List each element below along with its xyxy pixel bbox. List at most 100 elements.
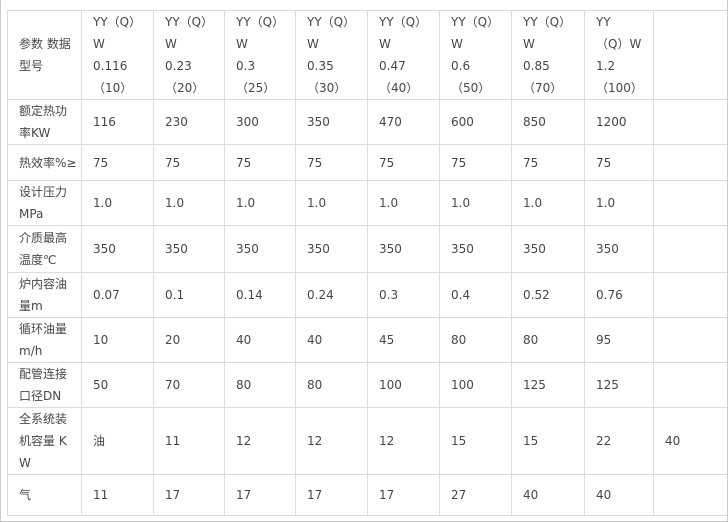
header-row: 参数 数据 型号 YY（Q） W 0.116 （10） YY（Q） W 0.23 （… — [7, 10, 727, 100]
value-cell: 75 — [439, 144, 512, 181]
value-cell: 15 — [439, 407, 512, 475]
value-cell: 40 — [224, 317, 296, 363]
value-cell: 40 — [511, 474, 585, 516]
value-cell: 350 — [584, 225, 654, 273]
value-cell — [653, 144, 727, 181]
row-label: 热效率%≥ — [7, 144, 82, 181]
value-cell: 75 — [584, 144, 654, 181]
model-column-header: YY（Q） W 0.3 （25） — [224, 10, 296, 100]
value-cell: 80 — [511, 317, 585, 363]
row-label: 循环油量 m/h — [7, 317, 82, 363]
value-cell: 1.0 — [367, 180, 440, 226]
value-cell: 100 — [367, 362, 440, 408]
value-cell: 470 — [367, 99, 440, 145]
empty-column-header — [653, 10, 727, 100]
table-row: 炉内容油 量m 0.07 0.1 0.14 0.24 0.3 0.4 0.52 0.76 — [7, 272, 727, 318]
value-cell: 70 — [153, 362, 225, 408]
value-cell: 850 — [511, 99, 585, 145]
row-label: 介质最高 温度℃ — [7, 225, 82, 273]
value-cell: 125 — [584, 362, 654, 408]
value-cell: 40 — [584, 474, 654, 516]
value-cell: 125 — [511, 362, 585, 408]
row-label: 气 — [7, 474, 82, 516]
value-cell: 17 — [295, 474, 368, 516]
value-cell: 1200 — [584, 99, 654, 145]
value-cell: 80 — [224, 362, 296, 408]
value-cell: 350 — [295, 225, 368, 273]
value-cell: 0.24 — [295, 272, 368, 318]
value-cell — [653, 474, 727, 516]
value-cell: 11 — [81, 474, 154, 516]
value-cell: 45 — [367, 317, 440, 363]
value-cell: 50 — [81, 362, 154, 408]
value-cell: 0.3 — [367, 272, 440, 318]
value-cell: 40 — [295, 317, 368, 363]
value-cell: 0.4 — [439, 272, 512, 318]
value-cell: 1.0 — [439, 180, 512, 226]
value-cell: 10 — [81, 317, 154, 363]
value-cell — [653, 99, 727, 145]
spec-table: 参数 数据 型号 YY（Q） W 0.116 （10） YY（Q） W 0.23 （… — [7, 10, 727, 516]
value-cell: 350 — [295, 99, 368, 145]
value-cell — [653, 362, 727, 408]
value-cell: 1.0 — [584, 180, 654, 226]
value-cell: 600 — [439, 99, 512, 145]
value-cell — [653, 180, 727, 226]
table-body: 额定热功 率KW 116 230 300 350 470 600 850 1200 热效率%≥ 75… — [7, 99, 727, 516]
value-cell: 100 — [439, 362, 512, 408]
value-cell: 1.0 — [81, 180, 154, 226]
value-cell: 350 — [367, 225, 440, 273]
value-cell: 75 — [367, 144, 440, 181]
value-cell: 95 — [584, 317, 654, 363]
table-row: 气 11 17 17 17 17 27 40 40 — [7, 474, 727, 516]
value-cell: 0.14 — [224, 272, 296, 318]
value-cell: 17 — [367, 474, 440, 516]
value-cell: 230 — [153, 99, 225, 145]
row-label: 配管连接 口径DN — [7, 362, 82, 408]
table-header: 参数 数据 型号 YY（Q） W 0.116 （10） YY（Q） W 0.23 （… — [7, 10, 727, 100]
value-cell: 75 — [224, 144, 296, 181]
table-row: 额定热功 率KW 116 230 300 350 470 600 850 1200 — [7, 99, 727, 145]
value-cell: 75 — [153, 144, 225, 181]
value-cell: 22 — [584, 407, 654, 475]
value-cell — [653, 225, 727, 273]
value-cell — [653, 272, 727, 318]
value-cell: 0.07 — [81, 272, 154, 318]
value-cell: 350 — [153, 225, 225, 273]
value-cell: 1.0 — [224, 180, 296, 226]
value-cell: 11 — [153, 407, 225, 475]
model-column-header: YY（Q） W 0.23 （20） — [153, 10, 225, 100]
row-label: 炉内容油 量m — [7, 272, 82, 318]
row-label: 全系统装 机容量 K W — [7, 407, 82, 475]
value-cell: 12 — [224, 407, 296, 475]
value-cell: 75 — [295, 144, 368, 181]
table-row: 介质最高 温度℃ 350 350 350 350 350 350 350 350 — [7, 225, 727, 273]
value-cell: 17 — [224, 474, 296, 516]
value-cell: 75 — [511, 144, 585, 181]
value-cell — [653, 317, 727, 363]
value-cell: 0.52 — [511, 272, 585, 318]
value-cell: 350 — [81, 225, 154, 273]
value-cell: 80 — [439, 317, 512, 363]
value-cell: 1.0 — [511, 180, 585, 226]
value-cell: 1.0 — [295, 180, 368, 226]
value-cell: 0.1 — [153, 272, 225, 318]
value-cell: 27 — [439, 474, 512, 516]
value-cell: 12 — [295, 407, 368, 475]
value-cell: 350 — [224, 225, 296, 273]
row-label: 设计压力 MPa — [7, 180, 82, 226]
value-cell: 0.76 — [584, 272, 654, 318]
model-column-header: YY（Q） W 0.6 （50） — [439, 10, 512, 100]
table-row: 循环油量 m/h 10 20 40 40 45 80 80 95 — [7, 317, 727, 363]
table-row: 热效率%≥ 75 75 75 75 75 75 75 75 — [7, 144, 727, 181]
value-cell: 350 — [511, 225, 585, 273]
value-cell: 80 — [295, 362, 368, 408]
value-cell: 12 — [367, 407, 440, 475]
value-cell: 75 — [81, 144, 154, 181]
value-cell: 300 — [224, 99, 296, 145]
value-cell: 20 — [153, 317, 225, 363]
model-column-header: YY（Q） W 0.35 （30） — [295, 10, 368, 100]
model-column-header: YY（Q） W 0.116 （10） — [81, 10, 154, 100]
table-row: 设计压力 MPa 1.0 1.0 1.0 1.0 1.0 1.0 1.0 1.0 — [7, 180, 727, 226]
